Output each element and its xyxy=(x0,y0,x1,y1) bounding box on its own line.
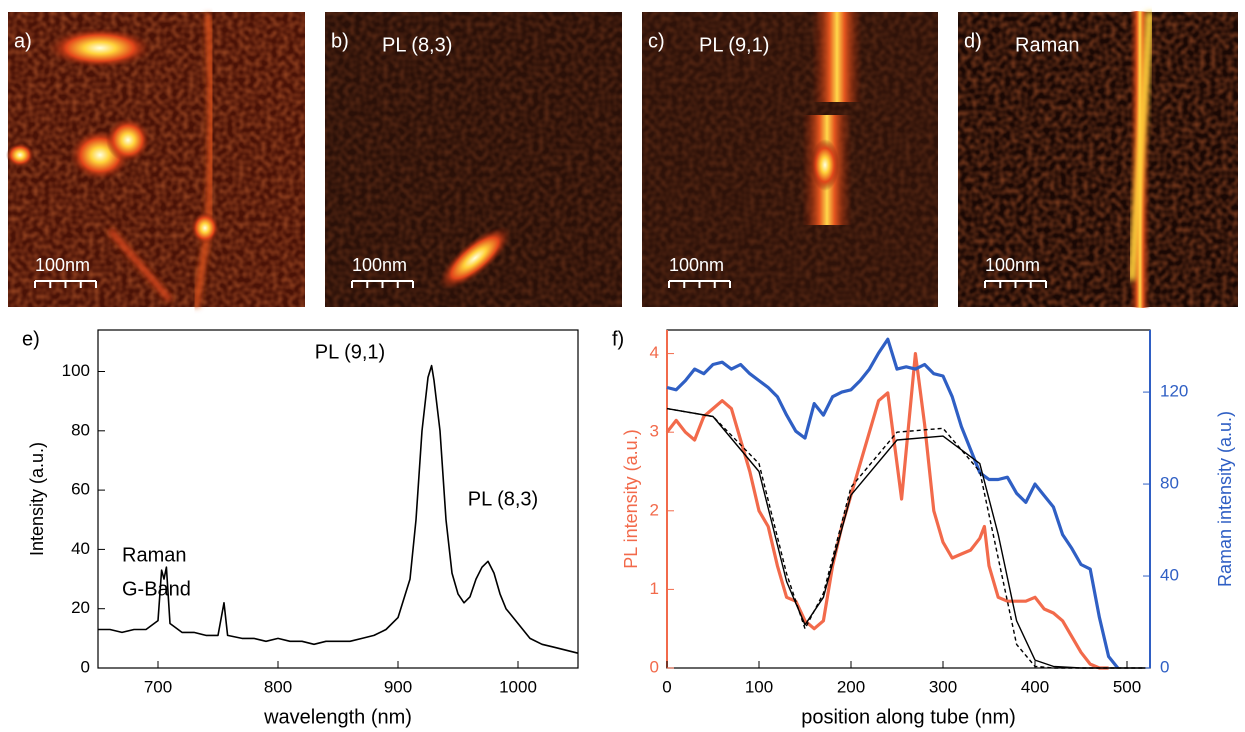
panel-label: c) xyxy=(648,30,665,52)
chart: e) 700 800 900 1000 0 20 40 60 80 100 wavelength (n… xyxy=(22,328,579,728)
y-tick-label: 4 xyxy=(650,343,659,362)
image-panel-c xyxy=(642,12,938,307)
y2-tick-label: 40 xyxy=(1160,566,1179,585)
y-tick-label: 40 xyxy=(71,539,90,558)
y-tick-label: 100 xyxy=(62,361,90,380)
data-line xyxy=(666,337,1120,669)
scale-label: 100nm xyxy=(35,255,90,275)
tube-feature xyxy=(107,228,173,302)
plot-frame xyxy=(97,329,579,669)
bright-spot xyxy=(439,226,511,290)
x-tick-label: 0 xyxy=(662,677,671,696)
bright-spot xyxy=(6,143,34,167)
bright-streak xyxy=(1128,11,1154,281)
data-line xyxy=(666,407,1146,669)
annotation: Raman xyxy=(122,544,186,566)
image-noise xyxy=(8,12,305,307)
image-panel-a xyxy=(6,12,305,308)
data-line xyxy=(666,407,1146,669)
panel-labels: a) 100nm b) PL (8,3) 100nm c) PL (9,1) 100nm d) R… xyxy=(14,30,1079,288)
panel-label: a) xyxy=(14,30,32,52)
plot-frame xyxy=(666,329,1151,669)
scale-label: 100nm xyxy=(985,255,1040,275)
bright-spot xyxy=(106,118,150,162)
x-tick-label: 700 xyxy=(144,677,172,696)
annotation: PL (8,3) xyxy=(468,488,538,510)
data-line xyxy=(98,364,579,654)
bright-spot xyxy=(48,28,152,68)
y2-axis-label: Raman intensity (a.u.) xyxy=(1215,411,1235,587)
image-panel-d xyxy=(958,10,1238,309)
y-tick-label: 1 xyxy=(650,579,659,598)
image-panel-b xyxy=(325,12,622,307)
tube-feature xyxy=(193,13,214,308)
bright-spot xyxy=(191,212,219,244)
image-noise xyxy=(642,12,938,307)
y-tick-label: 2 xyxy=(650,500,659,519)
scale-label: 100nm xyxy=(669,255,724,275)
x-tick-label: 300 xyxy=(929,677,957,696)
y-axis-label: Intensity (a.u.) xyxy=(27,442,47,556)
y-tick-label: 80 xyxy=(71,420,90,439)
y2-tick-label: 80 xyxy=(1160,474,1179,493)
x-axis-label: position along tube (nm) xyxy=(801,706,1016,728)
x-axis-label: wavelength (nm) xyxy=(263,706,412,728)
x-tick-label: 400 xyxy=(1021,677,1049,696)
x-tick-label: 900 xyxy=(384,677,412,696)
panel-label: d) xyxy=(964,30,982,52)
panel-label: b) xyxy=(331,30,349,52)
y2-tick-label: 0 xyxy=(1160,657,1169,676)
x-tick-label: 200 xyxy=(837,677,865,696)
x-tick-label: 100 xyxy=(745,677,773,696)
x-tick-label: 1000 xyxy=(499,677,537,696)
annotation: PL (9,1) xyxy=(315,341,385,363)
y-tick-label: 60 xyxy=(71,480,90,499)
annotation: G-Band xyxy=(122,578,191,600)
scale-label: 100nm xyxy=(352,255,407,275)
bright-spot xyxy=(811,139,839,191)
y-tick-label: 0 xyxy=(650,657,659,676)
bright-streak xyxy=(812,12,862,102)
panel-title: PL (9,1) xyxy=(699,34,769,56)
panel-label: f) xyxy=(612,328,624,350)
x-tick-label: 800 xyxy=(264,677,292,696)
y2-tick-label: 120 xyxy=(1160,382,1188,401)
x-tick-label: 500 xyxy=(1113,677,1141,696)
panel-title: PL (8,3) xyxy=(382,34,452,56)
panel-title: Raman xyxy=(1015,34,1079,56)
y-axis-label: PL intensity (a.u.) xyxy=(621,429,641,568)
y-tick-label: 3 xyxy=(650,422,659,441)
image-noise xyxy=(958,12,1238,307)
y-tick-label: 20 xyxy=(71,598,90,617)
data-line xyxy=(665,352,1109,670)
chart: f)0 100 200 300 400 5000123404080120position … xyxy=(612,328,1235,728)
panel-label: e) xyxy=(22,328,40,350)
y-tick-label: 0 xyxy=(81,657,90,676)
